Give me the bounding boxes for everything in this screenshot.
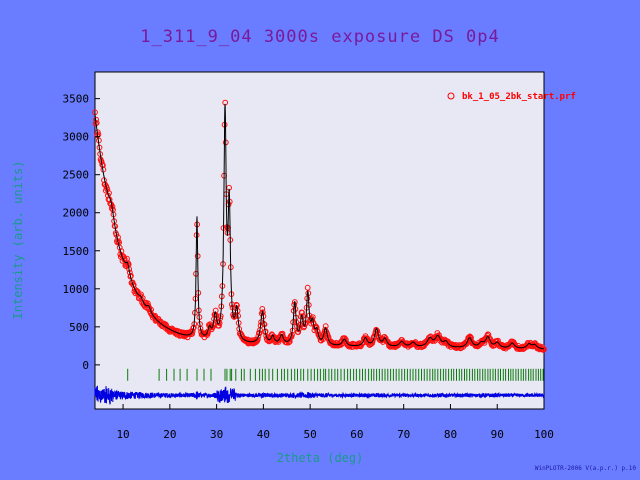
- x-tick-label: 80: [444, 428, 457, 441]
- calculated-curve: [94, 103, 545, 350]
- y-tick-label: 3000: [63, 131, 90, 144]
- y-tick-label: 500: [69, 321, 89, 334]
- observed-point: [541, 346, 547, 353]
- y-tick-label: 0: [82, 359, 89, 372]
- bragg-tick-marks: [127, 368, 544, 381]
- legend-label: bk_1_05_2bk_start.prf: [462, 92, 576, 102]
- x-tick-label: 40: [257, 428, 270, 441]
- legend: bk_1_05_2bk_start.prf: [447, 92, 576, 102]
- x-tick-label: 90: [491, 428, 504, 441]
- x-axis-label: 2theta (deg): [277, 451, 364, 465]
- observed-point: [463, 341, 470, 347]
- chart-title: 1_311_9_04 3000s exposure DS 0p4: [140, 27, 500, 47]
- x-tick-label: 30: [210, 428, 223, 441]
- y-axis-label: Intensity (arb. units): [11, 161, 25, 320]
- y-tick-label: 2500: [63, 169, 90, 182]
- observed-point: [189, 328, 196, 335]
- difference-curve: [94, 385, 545, 405]
- observed-point: [304, 284, 311, 291]
- y-tick-label: 3500: [63, 93, 90, 106]
- y-tick-label: 1500: [63, 245, 90, 258]
- observed-point: [255, 333, 262, 340]
- x-tick-label: 60: [350, 428, 363, 441]
- x-tick-label: 50: [304, 428, 317, 441]
- observed-point: [481, 340, 488, 346]
- x-tick-label: 100: [534, 428, 554, 441]
- observed-point: [467, 333, 473, 340]
- legend-marker-icon: [447, 92, 455, 100]
- y-tick-label: 1000: [63, 283, 90, 296]
- observed-point: [146, 305, 153, 311]
- y-axis-ticks: 0 500 1000 1500 2000 2500 3000 3500: [63, 93, 100, 372]
- x-axis-ticks: 10 20 30 40 50 60 70 80 90 100: [116, 404, 554, 441]
- observed-point: [267, 338, 274, 344]
- y-tick-label: 2000: [63, 207, 90, 220]
- footer-credit: WinPLOTR-2006 V(a.p.r.) p.10: [535, 465, 637, 472]
- plot-area: [94, 71, 545, 410]
- observed-point: [369, 337, 376, 344]
- x-tick-label: 20: [163, 428, 176, 441]
- x-tick-label: 10: [116, 428, 129, 441]
- observed-point: [540, 347, 547, 353]
- x-tick-label: 70: [397, 428, 410, 441]
- observed-point: [295, 329, 302, 336]
